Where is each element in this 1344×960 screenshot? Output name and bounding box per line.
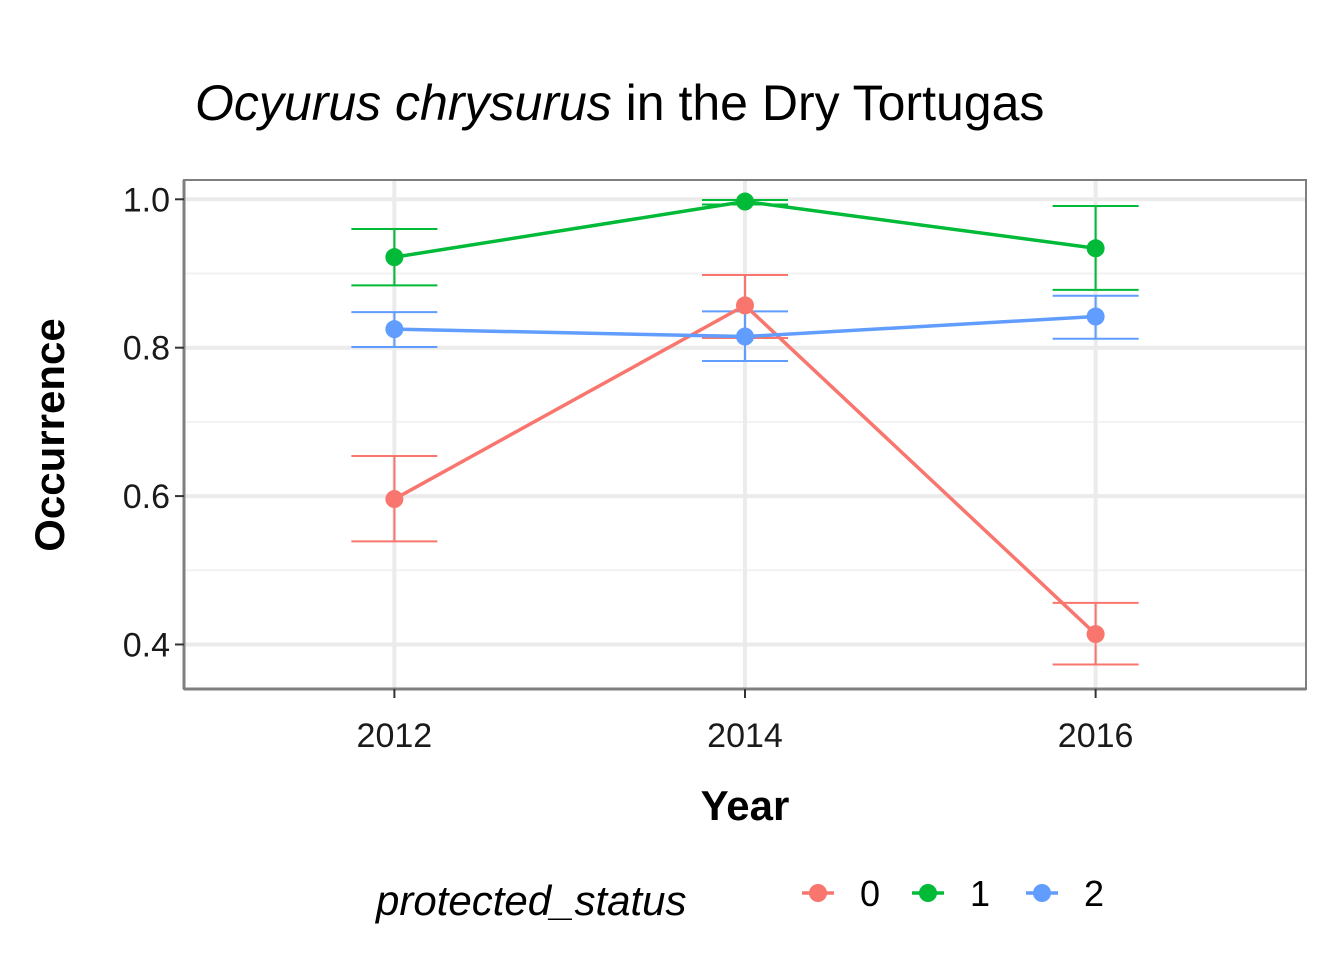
data-point-series-1: [736, 192, 754, 211]
data-point-series-0: [736, 296, 754, 315]
legend-title: protected_status: [374, 877, 687, 924]
data-point-series-2: [1086, 307, 1105, 326]
y-tick-label: 0.4: [123, 626, 170, 664]
y-tick-label: 0.6: [123, 478, 170, 516]
chart-title-species: Ocyurus chrysurus: [195, 75, 612, 131]
x-axis-title: Year: [701, 782, 790, 829]
data-points: [385, 192, 1105, 644]
x-tick-label: 2014: [707, 717, 783, 755]
data-point-series-0: [1086, 625, 1105, 644]
data-point-series-0: [385, 490, 404, 509]
legend-key-point: [919, 884, 937, 902]
y-axis: 0.4 0.6 0.8 1.0: [123, 181, 184, 664]
x-axis: 2012 2014 2016: [357, 689, 1134, 755]
data-point-series-2: [385, 320, 404, 339]
legend: protected_status 0 1 2: [374, 873, 1104, 924]
legend-label: 2: [1084, 873, 1104, 914]
legend-key-point: [1033, 884, 1051, 902]
legend-label: 1: [970, 873, 990, 914]
x-tick-label: 2012: [357, 717, 433, 755]
data-point-series-2: [736, 327, 754, 346]
data-point-series-1: [385, 248, 404, 267]
y-axis-title: Occurrence: [26, 318, 73, 551]
legend-keys: 0 1 2: [802, 873, 1104, 914]
x-tick-label: 2016: [1058, 717, 1134, 755]
chart-title-rest: in the Dry Tortugas: [612, 75, 1045, 131]
y-tick-label: 0.8: [123, 330, 170, 368]
data-point-series-1: [1086, 239, 1105, 258]
y-tick-label: 1.0: [123, 181, 170, 219]
chart-title: Ocyurus chrysurus in the Dry Tortugas: [195, 75, 1044, 131]
legend-label: 0: [860, 873, 880, 914]
legend-key-point: [809, 884, 827, 902]
